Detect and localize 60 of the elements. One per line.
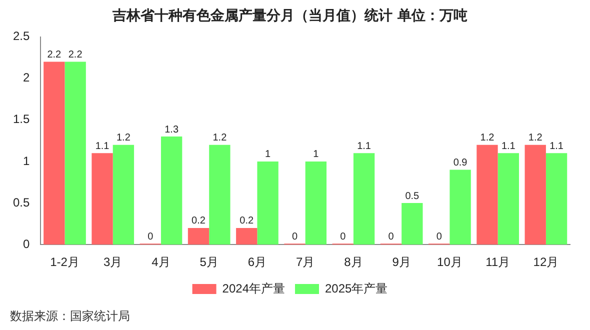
- chart-title: 吉林省十种有色金属产量分月（当月值）统计 单位：万吨: [112, 7, 468, 24]
- data-label: 1.2: [480, 132, 495, 144]
- bar: [160, 136, 182, 245]
- data-label: 0: [436, 231, 442, 242]
- bar: [353, 153, 375, 245]
- bar: [44, 62, 65, 245]
- data-label: 0: [148, 231, 154, 242]
- bar: [305, 161, 327, 245]
- y-tick-label: 2: [22, 70, 30, 85]
- data-label: 1.2: [528, 132, 543, 144]
- x-tick-label: 8月: [344, 255, 363, 270]
- data-label: 1.1: [357, 140, 372, 152]
- y-tick-label: 0: [22, 236, 30, 251]
- data-label: 0: [292, 231, 298, 242]
- data-label: 1: [265, 149, 272, 160]
- bar: [498, 153, 519, 245]
- data-label: 0.2: [192, 216, 206, 227]
- data-label: 1.1: [550, 140, 564, 152]
- data-label: 1.2: [116, 132, 131, 144]
- y-tick-label: 1: [22, 154, 30, 168]
- bar: [209, 144, 230, 245]
- x-tick-label: 10月: [437, 255, 462, 270]
- data-label: 2.2: [68, 49, 83, 60]
- data-label: 0.9: [453, 158, 468, 169]
- y-tick-label: 2.5: [12, 29, 30, 44]
- y-tick-label: 1.5: [12, 112, 30, 126]
- x-tick-label: 6月: [248, 255, 267, 270]
- legend-label: 2025年产量: [325, 281, 388, 296]
- data-label: 0.2: [240, 216, 254, 227]
- x-tick-label: 3月: [104, 255, 122, 270]
- data-label: 1: [313, 149, 320, 160]
- data-label: 1.1: [501, 140, 516, 152]
- legend-label: 2024年产量: [222, 281, 286, 296]
- data-label: 1.2: [212, 132, 228, 144]
- x-tick-label: 11月: [486, 255, 510, 270]
- x-tick-label: 5月: [200, 255, 218, 270]
- bar: [92, 153, 113, 245]
- bar: [450, 170, 471, 245]
- x-tick-label: 4月: [152, 255, 170, 270]
- bar: [524, 144, 546, 245]
- x-tick-label: 12月: [533, 255, 559, 270]
- bar: [476, 144, 498, 245]
- y-tick-label: 0.5: [12, 195, 30, 210]
- data-label: 0: [340, 231, 346, 242]
- bar: [112, 144, 134, 245]
- x-tick-label: 1-2月: [50, 255, 80, 270]
- bar: [64, 62, 86, 245]
- bar: [402, 203, 423, 245]
- bar: [257, 161, 278, 245]
- data-label: 2.2: [47, 49, 62, 60]
- data-label: 1.3: [164, 124, 179, 136]
- data-label: 0: [388, 231, 394, 242]
- x-tick-label: 7月: [296, 255, 315, 270]
- x-tick-label: 9月: [392, 255, 411, 270]
- data-label: 1.1: [95, 140, 110, 152]
- data-label: 0.5: [405, 190, 420, 202]
- bar: [188, 228, 210, 245]
- bar: [236, 228, 258, 245]
- bar: [546, 153, 568, 245]
- source-note: 数据来源：国家统计局: [10, 308, 130, 325]
